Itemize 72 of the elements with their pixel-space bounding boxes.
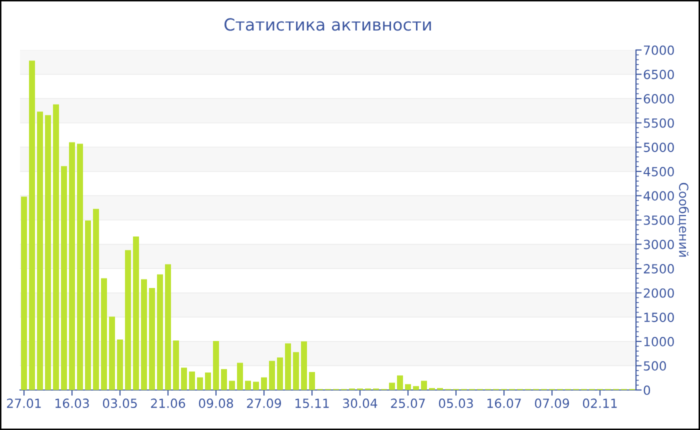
y-tick-label: 3000 (644, 240, 674, 250)
bar (133, 236, 139, 390)
y-tick-label: 2500 (644, 264, 674, 274)
bar (29, 60, 35, 390)
y-tick-label: 5500 (644, 118, 674, 128)
bar (413, 386, 419, 390)
bar (45, 115, 51, 390)
bar (69, 142, 75, 390)
bar (101, 278, 107, 390)
y-axis-title: Сообщений (677, 182, 689, 257)
y-tick-label: 1000 (644, 336, 674, 346)
x-tick-label: 05.03 (438, 398, 473, 408)
x-tick-label: 15.11 (295, 398, 329, 408)
bar (149, 288, 155, 390)
y-tick-label: 6500 (644, 70, 674, 80)
bar (293, 352, 299, 390)
bar (157, 274, 163, 390)
y-tick-label: 2000 (644, 288, 674, 298)
bar (125, 250, 131, 390)
bar (109, 316, 115, 390)
bar (53, 104, 59, 390)
y-tick-label: 1500 (644, 312, 674, 322)
bar (165, 264, 171, 390)
bar (117, 339, 123, 390)
bar (277, 357, 283, 390)
bar (21, 196, 27, 390)
bar (309, 372, 315, 390)
bar (269, 360, 275, 390)
bar (141, 279, 147, 390)
x-tick-label: 27.01 (7, 398, 41, 408)
x-tick-label: 07.09 (534, 398, 570, 408)
bar (197, 377, 203, 390)
x-tick-label: 16.07 (487, 398, 521, 408)
bar (37, 112, 43, 390)
bar (285, 343, 291, 390)
bar (261, 377, 267, 390)
y-tick-label: 7000 (644, 45, 674, 55)
bar (301, 341, 307, 390)
bar (93, 208, 99, 390)
x-tick-label: 21.06 (151, 398, 186, 408)
bar (389, 382, 395, 390)
x-tick-label: 27.09 (247, 398, 282, 408)
bar (253, 382, 259, 390)
bar (173, 340, 179, 390)
bar (421, 380, 427, 390)
bar (189, 372, 195, 390)
x-tick-label: 25.07 (391, 398, 425, 408)
x-tick-label: 02.11 (582, 398, 617, 408)
chart-title: Статистика активности (224, 18, 431, 31)
y-tick-label: 5000 (644, 142, 674, 152)
bar (397, 375, 403, 390)
y-tick-label: 3500 (644, 215, 674, 225)
bar (221, 369, 227, 390)
bar (237, 362, 243, 390)
y-tick-label: 4500 (644, 166, 674, 176)
bar (61, 166, 67, 390)
bar (205, 372, 211, 390)
bar (405, 384, 411, 390)
bar (77, 144, 83, 390)
x-tick-label: 09.08 (198, 398, 234, 408)
bar (85, 220, 91, 390)
y-tick-label: 0 (644, 385, 650, 395)
x-tick-label: 03.05 (102, 398, 137, 408)
bar (213, 340, 219, 390)
x-tick-label: 16.03 (55, 398, 89, 408)
x-tick-label: 30.04 (343, 398, 378, 408)
y-tick-label: 6000 (644, 94, 674, 104)
bar (181, 368, 187, 390)
bar (229, 380, 235, 390)
y-tick-label: 4000 (644, 191, 674, 201)
y-tick-label: 500 (644, 361, 666, 371)
bar (245, 380, 251, 390)
